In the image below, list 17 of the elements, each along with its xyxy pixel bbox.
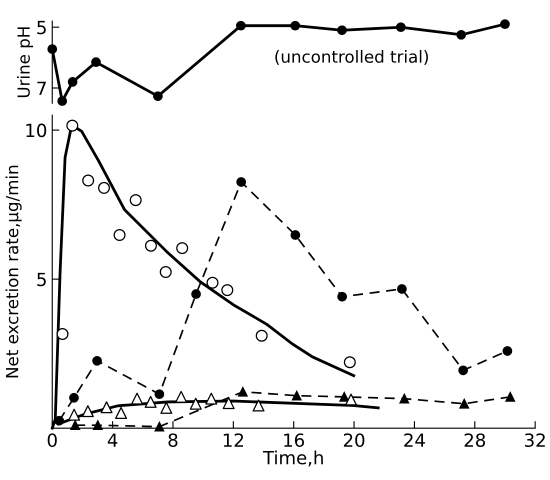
x-tick-label: 12 xyxy=(224,433,244,447)
y-tick-label: 10 xyxy=(26,124,46,138)
y-tick-label: 5 xyxy=(37,272,46,286)
x-tick-label: 28 xyxy=(464,433,486,447)
annotation: (uncontrolled trial) xyxy=(275,50,428,65)
x-tick-label: 16 xyxy=(284,433,304,447)
y-tick-label: 5 xyxy=(37,20,46,34)
x-tick-label: 32 xyxy=(525,433,545,447)
x-tick-label: 20 xyxy=(344,433,364,447)
x-tick-label: 0 xyxy=(48,433,57,447)
y-axis-title: Urine pH xyxy=(16,27,34,98)
x-tick-label: 4 xyxy=(108,434,118,447)
y-axis-title: Net excretion rate,µg/min xyxy=(6,166,22,378)
y-tick-label: 7 xyxy=(37,82,46,95)
x-axis-title: Time,h xyxy=(262,450,323,466)
x-tick-label: 24 xyxy=(404,433,425,447)
x-tick-label: 8 xyxy=(168,433,178,447)
